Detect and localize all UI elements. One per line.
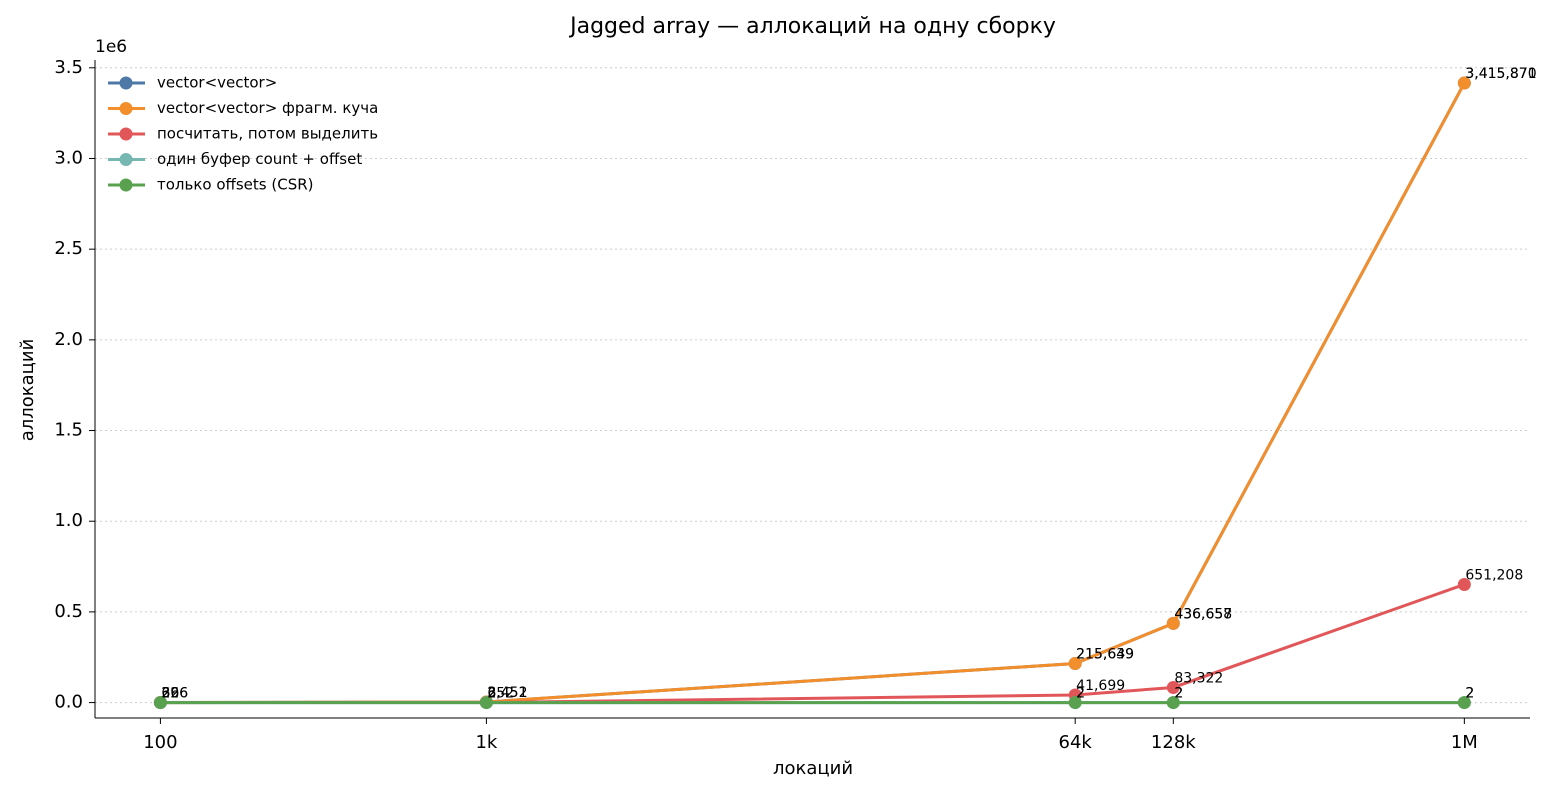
data-label: 2 [1174,686,1183,702]
data-point [1166,616,1180,630]
data-label: 436,658 [1174,606,1232,622]
data-label: 436,657 [1174,606,1232,622]
y-tick-label: 0.5 [54,601,83,622]
legend-label: только offsets (CSR) [157,176,314,194]
y-tick-label: 1.5 [54,420,83,441]
data-point [1166,696,1180,710]
legend-marker [119,76,133,90]
series-line [160,583,1465,705]
data-label: 396 [161,686,188,702]
data-label: 66 [161,686,179,702]
x-tick-label: 64k [1059,732,1093,753]
data-point [1457,696,1471,710]
data-point [1166,680,1180,694]
data-label: 83,322 [1174,670,1223,686]
legend-label: посчитать, потом выделить [157,125,378,143]
x-tick-label: 1M [1451,732,1478,753]
x-tick-label: 100 [143,732,177,753]
series-line [160,82,1466,705]
y-tick-label: 3.5 [54,57,83,78]
y-tick-label: 0.0 [54,692,83,713]
data-point [1068,696,1082,710]
legend-marker [119,178,133,192]
y-tick-label: 1.0 [54,510,83,531]
data-label: 41,699 [1076,678,1125,694]
data-label: 3,452 [487,685,527,701]
data-label: 2 [161,686,170,702]
data-label: 3,415,870 [1465,66,1536,82]
data-label: 326 [161,686,188,702]
data-label: 2 [1465,686,1474,702]
legend-label: vector<vector> фрагм. куча [157,99,378,117]
legend-marker [119,153,133,166]
series-line [160,82,1466,705]
data-point [479,696,493,710]
data-label: 215,649 [1076,646,1134,662]
data-label: 2 [487,686,496,702]
data-label: 2 [1076,686,1085,702]
y-tick-label: 2.5 [54,238,83,259]
y-tick-label: 2.0 [54,329,83,350]
x-tick-label: 1k [475,732,497,753]
legend-label: vector<vector> [157,74,277,92]
legend-label: один буфер count + offset [157,150,362,168]
data-label: 2 [161,686,170,702]
legend-marker [119,102,133,115]
legend-marker [119,127,133,141]
y-offset-text: 1e6 [95,37,127,57]
data-label: 3,451 [487,685,527,701]
x-axis-label: локаций [773,758,853,779]
data-label: 2 [487,686,496,702]
data-label: 652 [487,685,514,701]
y-tick-label: 3.0 [54,147,83,168]
data-label: 2 [1465,686,1474,702]
data-label: 2 [1174,686,1183,702]
data-point [1457,76,1471,90]
data-point [153,696,167,710]
data-label: 651,208 [1465,567,1523,583]
y-axis-label: аллокаций [17,339,38,442]
data-label: 3,415,871 [1465,66,1536,82]
data-point [1457,577,1471,591]
x-tick-label: 128k [1151,732,1196,753]
chart-title: Jagged array — аллокаций на одну сборку [568,14,1056,39]
data-point [1068,656,1082,670]
data-label: 2 [1076,686,1085,702]
